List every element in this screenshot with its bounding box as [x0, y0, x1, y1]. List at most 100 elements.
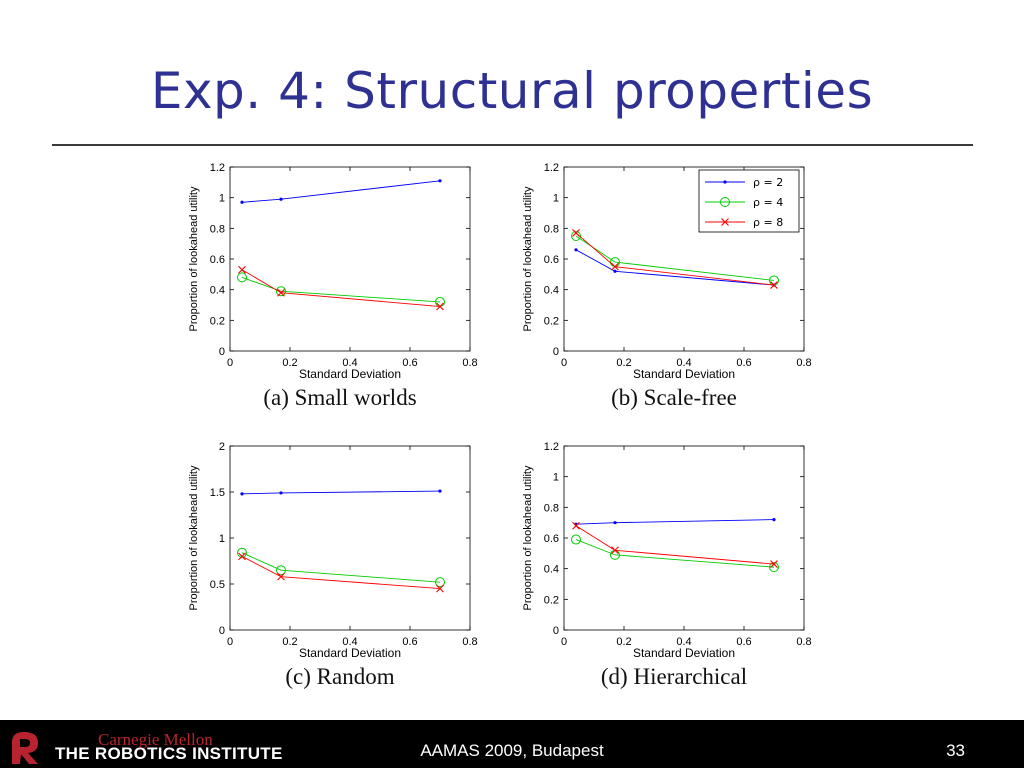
- y-tick-label: 2: [219, 441, 225, 453]
- footer-bar: [0, 720, 1024, 768]
- y-tick-label: 0.6: [544, 254, 559, 266]
- x-tick-label: 0.8: [462, 357, 477, 369]
- y-tick-label: 1.5: [210, 487, 225, 499]
- series-line: [241, 490, 441, 495]
- title-divider: [52, 144, 973, 146]
- robotics-institute-logo-icon: [12, 732, 38, 764]
- x-tick-label: 0.4: [342, 357, 357, 369]
- x-tick-label: 0.4: [676, 636, 691, 648]
- legend-label: ρ = 4: [753, 196, 783, 209]
- footer-conference: AAMAS 2009, Budapest: [420, 741, 604, 760]
- data-point: [613, 269, 617, 273]
- data-point: [279, 491, 283, 495]
- x-tick-label: 0.8: [796, 636, 811, 648]
- y-tick-label: 0.8: [210, 223, 225, 235]
- data-point: [438, 489, 442, 493]
- x-tick-label: 0: [561, 636, 567, 648]
- data-point: [436, 584, 444, 593]
- x-tick-label: 0.6: [736, 357, 751, 369]
- x-tick-label: 0.6: [736, 636, 751, 648]
- legend-box: [698, 169, 800, 233]
- series-line: [241, 556, 441, 590]
- y-tick-label: 0.2: [210, 315, 225, 327]
- x-tick-label: 0: [561, 357, 567, 369]
- data-point: [574, 248, 578, 252]
- y-tick-label: 1.2: [544, 441, 559, 453]
- chart-svg: 0 0.2 0.4 0.6 0.8 0 0.2 0.4 0.6 0.8 1 1.2 Standard D…: [522, 441, 812, 660]
- data-point: [769, 562, 779, 573]
- y-tick-label: 0: [219, 625, 225, 637]
- x-tick-label: 0.6: [402, 636, 417, 648]
- data-point: [436, 302, 444, 311]
- x-tick-label: 0.8: [796, 357, 811, 369]
- data-point: [240, 492, 244, 496]
- legend-marker: [720, 197, 730, 207]
- chart-caption: (d) Hierarchical: [600, 664, 748, 689]
- chart-svg: 0 0.2 0.4 0.6 0.8 0 0.2 0.4 0.6 0.8 1 1.2 Standard D…: [522, 162, 812, 381]
- x-tick-label: 0: [227, 636, 233, 648]
- chart-small-worlds: 0 0.2 0.4 0.6 0.8 0 0.2 0.4 0.6 0.8 1 1.2 Standard D…: [180, 160, 500, 415]
- legend-label: ρ = 2: [753, 176, 783, 189]
- x-axis-label: Standard Deviation: [633, 646, 735, 660]
- data-point: [237, 272, 247, 283]
- chart-svg: 0 0.2 0.4 0.6 0.8 0 0.5 1 1.5 2 Standard Deviation…: [188, 441, 478, 660]
- y-tick-label: 0.6: [544, 533, 559, 545]
- x-axis-label: Standard Deviation: [299, 646, 401, 660]
- y-tick-label: 1.2: [544, 162, 559, 174]
- y-axis-label: Proportion of lookahead utility: [188, 186, 200, 331]
- legend-marker: [723, 180, 727, 184]
- y-tick-label: 1: [219, 533, 225, 545]
- chart-caption: (a) Small worlds: [263, 385, 417, 410]
- plot-frame: [229, 445, 471, 631]
- y-tick-label: 1: [219, 193, 225, 205]
- y-tick-label: 0.2: [544, 594, 559, 606]
- data-point: [438, 179, 442, 183]
- y-tick-label: 0.4: [544, 564, 559, 576]
- chart-random: 0 0.2 0.4 0.6 0.8 0 0.5 1 1.5 2 Standard Deviation…: [180, 439, 500, 694]
- x-tick-label: 0.2: [616, 636, 631, 648]
- x-tick-label: 0.2: [616, 357, 631, 369]
- y-axis-label: Proportion of lookahead utility: [188, 465, 200, 610]
- y-axis-label: Proportion of lookahead utility: [522, 465, 534, 610]
- data-point: [238, 265, 246, 274]
- data-point: [276, 565, 286, 576]
- x-tick-label: 0.2: [282, 636, 297, 648]
- data-point: [435, 577, 445, 588]
- chart-hierarchical: 0 0.2 0.4 0.6 0.8 0 0.2 0.4 0.6 0.8 1 1.2 Standard D…: [514, 439, 834, 694]
- data-point: [277, 572, 285, 581]
- y-tick-label: 1: [553, 193, 559, 205]
- logo-carnegie-mellon: Carnegie Mellon: [98, 730, 213, 749]
- chart-caption: (b) Scale-free: [611, 385, 737, 410]
- data-point: [611, 262, 619, 271]
- y-axis-label: Proportion of lookahead utility: [522, 186, 534, 331]
- series-line: [241, 552, 441, 583]
- y-tick-label: 0.6: [210, 254, 225, 266]
- y-tick-label: 1.2: [210, 162, 225, 174]
- x-axis-label: Standard Deviation: [299, 367, 401, 381]
- series-line: [575, 539, 775, 568]
- data-point: [770, 560, 778, 568]
- y-tick-label: 0.8: [544, 223, 559, 235]
- y-tick-label: 0.2: [544, 315, 559, 327]
- chart-svg: 0 0.2 0.4 0.6 0.8 0 0.2 0.4 0.6 0.8 1 1.2 Standard D…: [188, 162, 478, 381]
- y-tick-label: 0.4: [544, 285, 559, 297]
- x-axis-label: Standard Deviation: [633, 367, 735, 381]
- y-tick-label: 0: [553, 625, 559, 637]
- data-point: [276, 286, 286, 297]
- data-point: [240, 200, 244, 204]
- data-point: [613, 521, 617, 525]
- x-tick-label: 0.2: [282, 357, 297, 369]
- data-point: [772, 518, 776, 522]
- y-tick-label: 0.5: [210, 579, 225, 591]
- data-point: [611, 546, 619, 555]
- legend-label: ρ = 8: [753, 216, 783, 229]
- data-point: [279, 197, 283, 201]
- data-point: [572, 229, 580, 237]
- x-tick-label: 0: [227, 357, 233, 369]
- slide-title: Exp. 4: Structural properties: [150, 62, 874, 120]
- y-tick-label: 0.8: [544, 502, 559, 514]
- series-line: [575, 519, 775, 525]
- slide-number: 33: [946, 741, 965, 760]
- y-tick-label: 0.4: [210, 285, 225, 297]
- series-line: [241, 180, 441, 203]
